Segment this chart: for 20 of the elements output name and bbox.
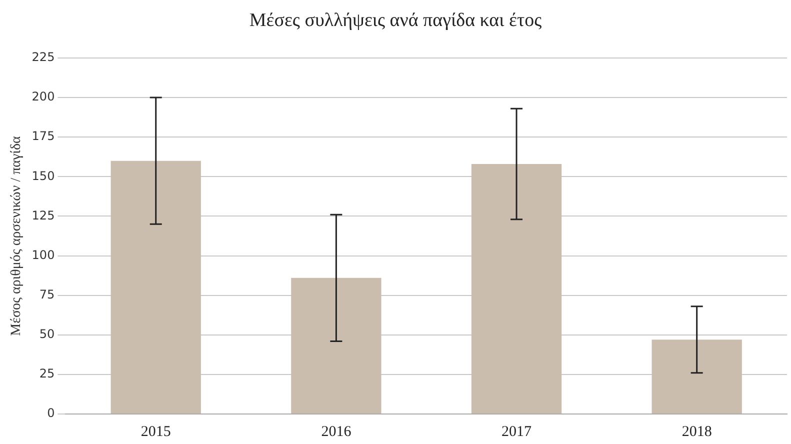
y-tick-label: 25 bbox=[39, 366, 55, 381]
y-tick-label: 125 bbox=[32, 208, 55, 222]
x-tick-label: 2016 bbox=[321, 424, 352, 440]
bar bbox=[652, 340, 742, 414]
y-tick-label: 200 bbox=[32, 90, 55, 104]
bar bbox=[110, 160, 201, 414]
y-axis-title: Μέσος αριθμός αρσενικών / παγίδα bbox=[9, 135, 24, 336]
bar bbox=[471, 164, 562, 414]
y-tick-label: 150 bbox=[32, 168, 55, 183]
x-tick-label: 2015 bbox=[140, 424, 171, 440]
bar bbox=[291, 278, 382, 414]
y-tick-label: 175 bbox=[32, 129, 55, 144]
y-tick-label: 75 bbox=[39, 287, 55, 302]
x-tick-label: 2018 bbox=[682, 424, 712, 440]
y-tick-label: 0 bbox=[47, 406, 55, 420]
y-tick-label: 100 bbox=[32, 248, 55, 262]
chart-title: Μέσες συλλήψεις ανά παγίδα και έτος bbox=[248, 10, 543, 32]
y-tick-label: 50 bbox=[39, 327, 55, 342]
x-tick-label: 2017 bbox=[502, 424, 532, 440]
y-tick-label: 225 bbox=[32, 50, 55, 64]
